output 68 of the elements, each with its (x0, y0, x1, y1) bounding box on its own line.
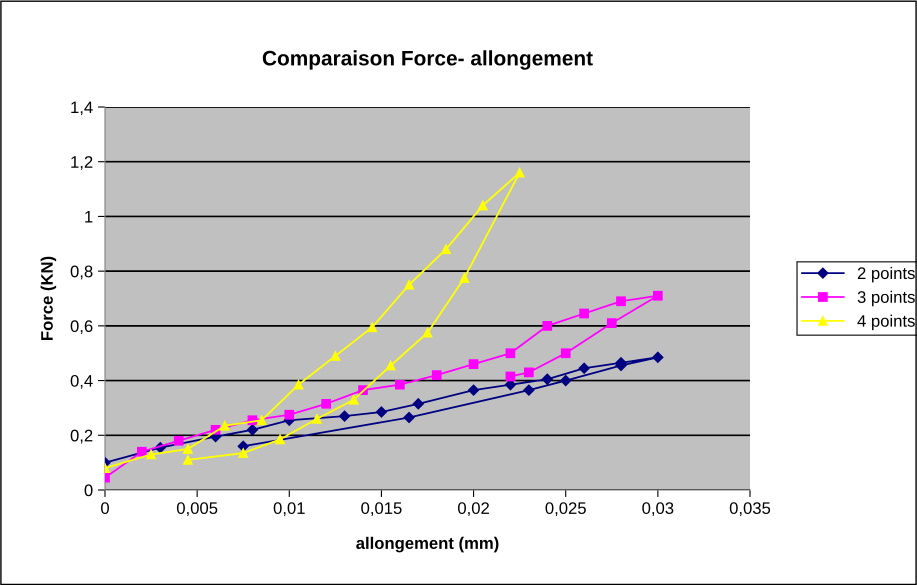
point (560, 348, 571, 358)
x-tick-label: 0,005 (176, 502, 218, 516)
point (412, 398, 424, 410)
point (246, 424, 258, 436)
point (183, 455, 193, 465)
x-tick-label: 0,03 (642, 502, 674, 516)
y-tick-label: 1,2 (71, 156, 92, 170)
point (523, 384, 534, 396)
x-tick-label: 0,02 (458, 502, 489, 516)
point (321, 398, 332, 409)
point (542, 320, 552, 331)
point (441, 244, 451, 254)
point (459, 273, 470, 283)
point (468, 359, 478, 370)
point (136, 446, 147, 457)
point (578, 362, 590, 374)
point (403, 412, 415, 424)
chart-title: Comparaison Force- allongement (262, 50, 593, 70)
point (348, 394, 359, 405)
point (524, 368, 534, 378)
point (652, 352, 664, 363)
legend-label: 2 points (858, 266, 915, 282)
x-tick-label: 0,035 (730, 502, 770, 516)
x-axis-title: allongement (mm) (356, 536, 498, 552)
point (579, 308, 590, 318)
legend-label: 4 points (857, 314, 915, 330)
point (606, 318, 617, 328)
y-tick-label: 0 (84, 484, 93, 496)
point (275, 434, 285, 444)
point (506, 348, 516, 358)
point (422, 328, 432, 338)
x-tick-label: 0,025 (546, 502, 586, 516)
point (338, 410, 350, 422)
point (367, 322, 378, 332)
y-axis-title: Force (KN) (40, 256, 56, 340)
point (220, 420, 230, 431)
point (284, 410, 294, 420)
point (330, 351, 340, 361)
x-tick-label: 0 (101, 502, 109, 514)
y-tick-label: 0,2 (70, 430, 92, 444)
point (394, 380, 405, 390)
point (404, 280, 414, 290)
point (616, 296, 626, 306)
x-tick-label: 0,015 (361, 502, 402, 516)
point (146, 450, 156, 460)
point (506, 372, 516, 382)
point (312, 414, 322, 424)
point (478, 200, 488, 210)
point (542, 374, 553, 385)
point (386, 360, 396, 370)
point (238, 448, 248, 458)
y-tick-label: 0,6 (70, 320, 92, 334)
y-tick-label: 1,4 (71, 102, 93, 116)
y-tick-label: 1 (85, 211, 92, 222)
y-tick-label: 0,4 (70, 374, 93, 389)
point (376, 406, 388, 418)
x-tick-label: 0,01 (274, 502, 305, 516)
point (183, 444, 193, 454)
point (468, 384, 480, 396)
point (560, 374, 572, 386)
point (294, 380, 304, 390)
point (652, 290, 663, 301)
point (256, 415, 267, 426)
point (432, 370, 442, 380)
legend-label: 3 points (858, 290, 915, 306)
point (514, 168, 525, 178)
y-tick-label: 0,8 (70, 266, 92, 280)
point (174, 436, 184, 446)
